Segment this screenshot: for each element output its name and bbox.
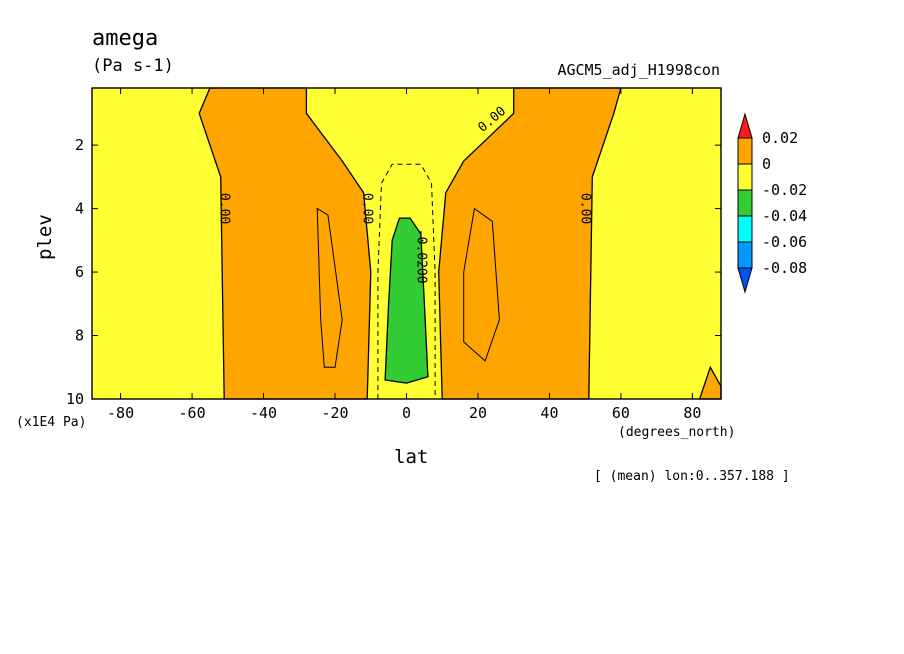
colorbar-level-label-3: -0.04 xyxy=(762,207,807,225)
run-label: AGCM5_adj_H1998con xyxy=(557,61,720,79)
x-tick-label-2: -40 xyxy=(250,404,277,422)
x-tick-label-8: 80 xyxy=(683,404,701,422)
averaging-note: [ (mean) lon:0..357.188 ] xyxy=(594,469,790,484)
chart-units: (Pa s-1) xyxy=(92,56,174,76)
contour-region-2 xyxy=(438,87,622,400)
colorbar-bottom-arrow xyxy=(737,267,753,294)
y-tick-label-4: 10 xyxy=(66,390,84,408)
thin-contour-loop-2 xyxy=(463,207,500,362)
thin-contour-loop-1 xyxy=(316,207,343,368)
dashed-contour-line xyxy=(377,163,436,399)
colorbar-segment-0 xyxy=(737,137,753,165)
x-axis-label: lat xyxy=(394,446,429,468)
x-tick-label-6: 40 xyxy=(540,404,558,422)
colorbar-segment-2 xyxy=(737,189,753,217)
contour-region-4 xyxy=(384,217,429,384)
x-tick-label-3: -20 xyxy=(321,404,348,422)
y-tick-label-0: 2 xyxy=(75,136,84,154)
contour-label-4: 0.00 xyxy=(578,193,593,224)
colorbar-segment-3 xyxy=(737,215,753,243)
x-tick-label-7: 60 xyxy=(612,404,630,422)
y-tick-label-3: 8 xyxy=(75,327,84,345)
contour-region-1 xyxy=(198,87,372,400)
colorbar-top-arrow xyxy=(737,112,753,139)
colorbar-level-label-1: 0 xyxy=(762,155,771,173)
contour-label-5: -0.0200 xyxy=(413,229,428,284)
colorbar-level-label-4: -0.06 xyxy=(762,233,807,251)
colorbar-level-label-2: -0.02 xyxy=(762,181,807,199)
x-tick-label-0: -80 xyxy=(107,404,134,422)
x-tick-label-4: 0 xyxy=(402,404,411,422)
y-tick-label-2: 6 xyxy=(75,263,84,281)
y-scale-label: (x1E4 Pa) xyxy=(16,415,87,430)
x-tick-label-1: -60 xyxy=(179,404,206,422)
x-units-label: (degrees_north) xyxy=(618,425,736,440)
chart-title: amega xyxy=(92,26,159,51)
contour-label-1: 0.00 xyxy=(217,193,232,224)
colorbar-segment-1 xyxy=(737,163,753,191)
contour-label-2: 0.00 xyxy=(360,193,375,224)
x-tick-label-5: 20 xyxy=(469,404,487,422)
colorbar-segment-4 xyxy=(737,241,753,269)
colorbar-level-label-0: 0.02 xyxy=(762,129,798,147)
y-tick-label-1: 4 xyxy=(75,200,84,218)
colorbar-level-label-5: -0.08 xyxy=(762,259,807,277)
